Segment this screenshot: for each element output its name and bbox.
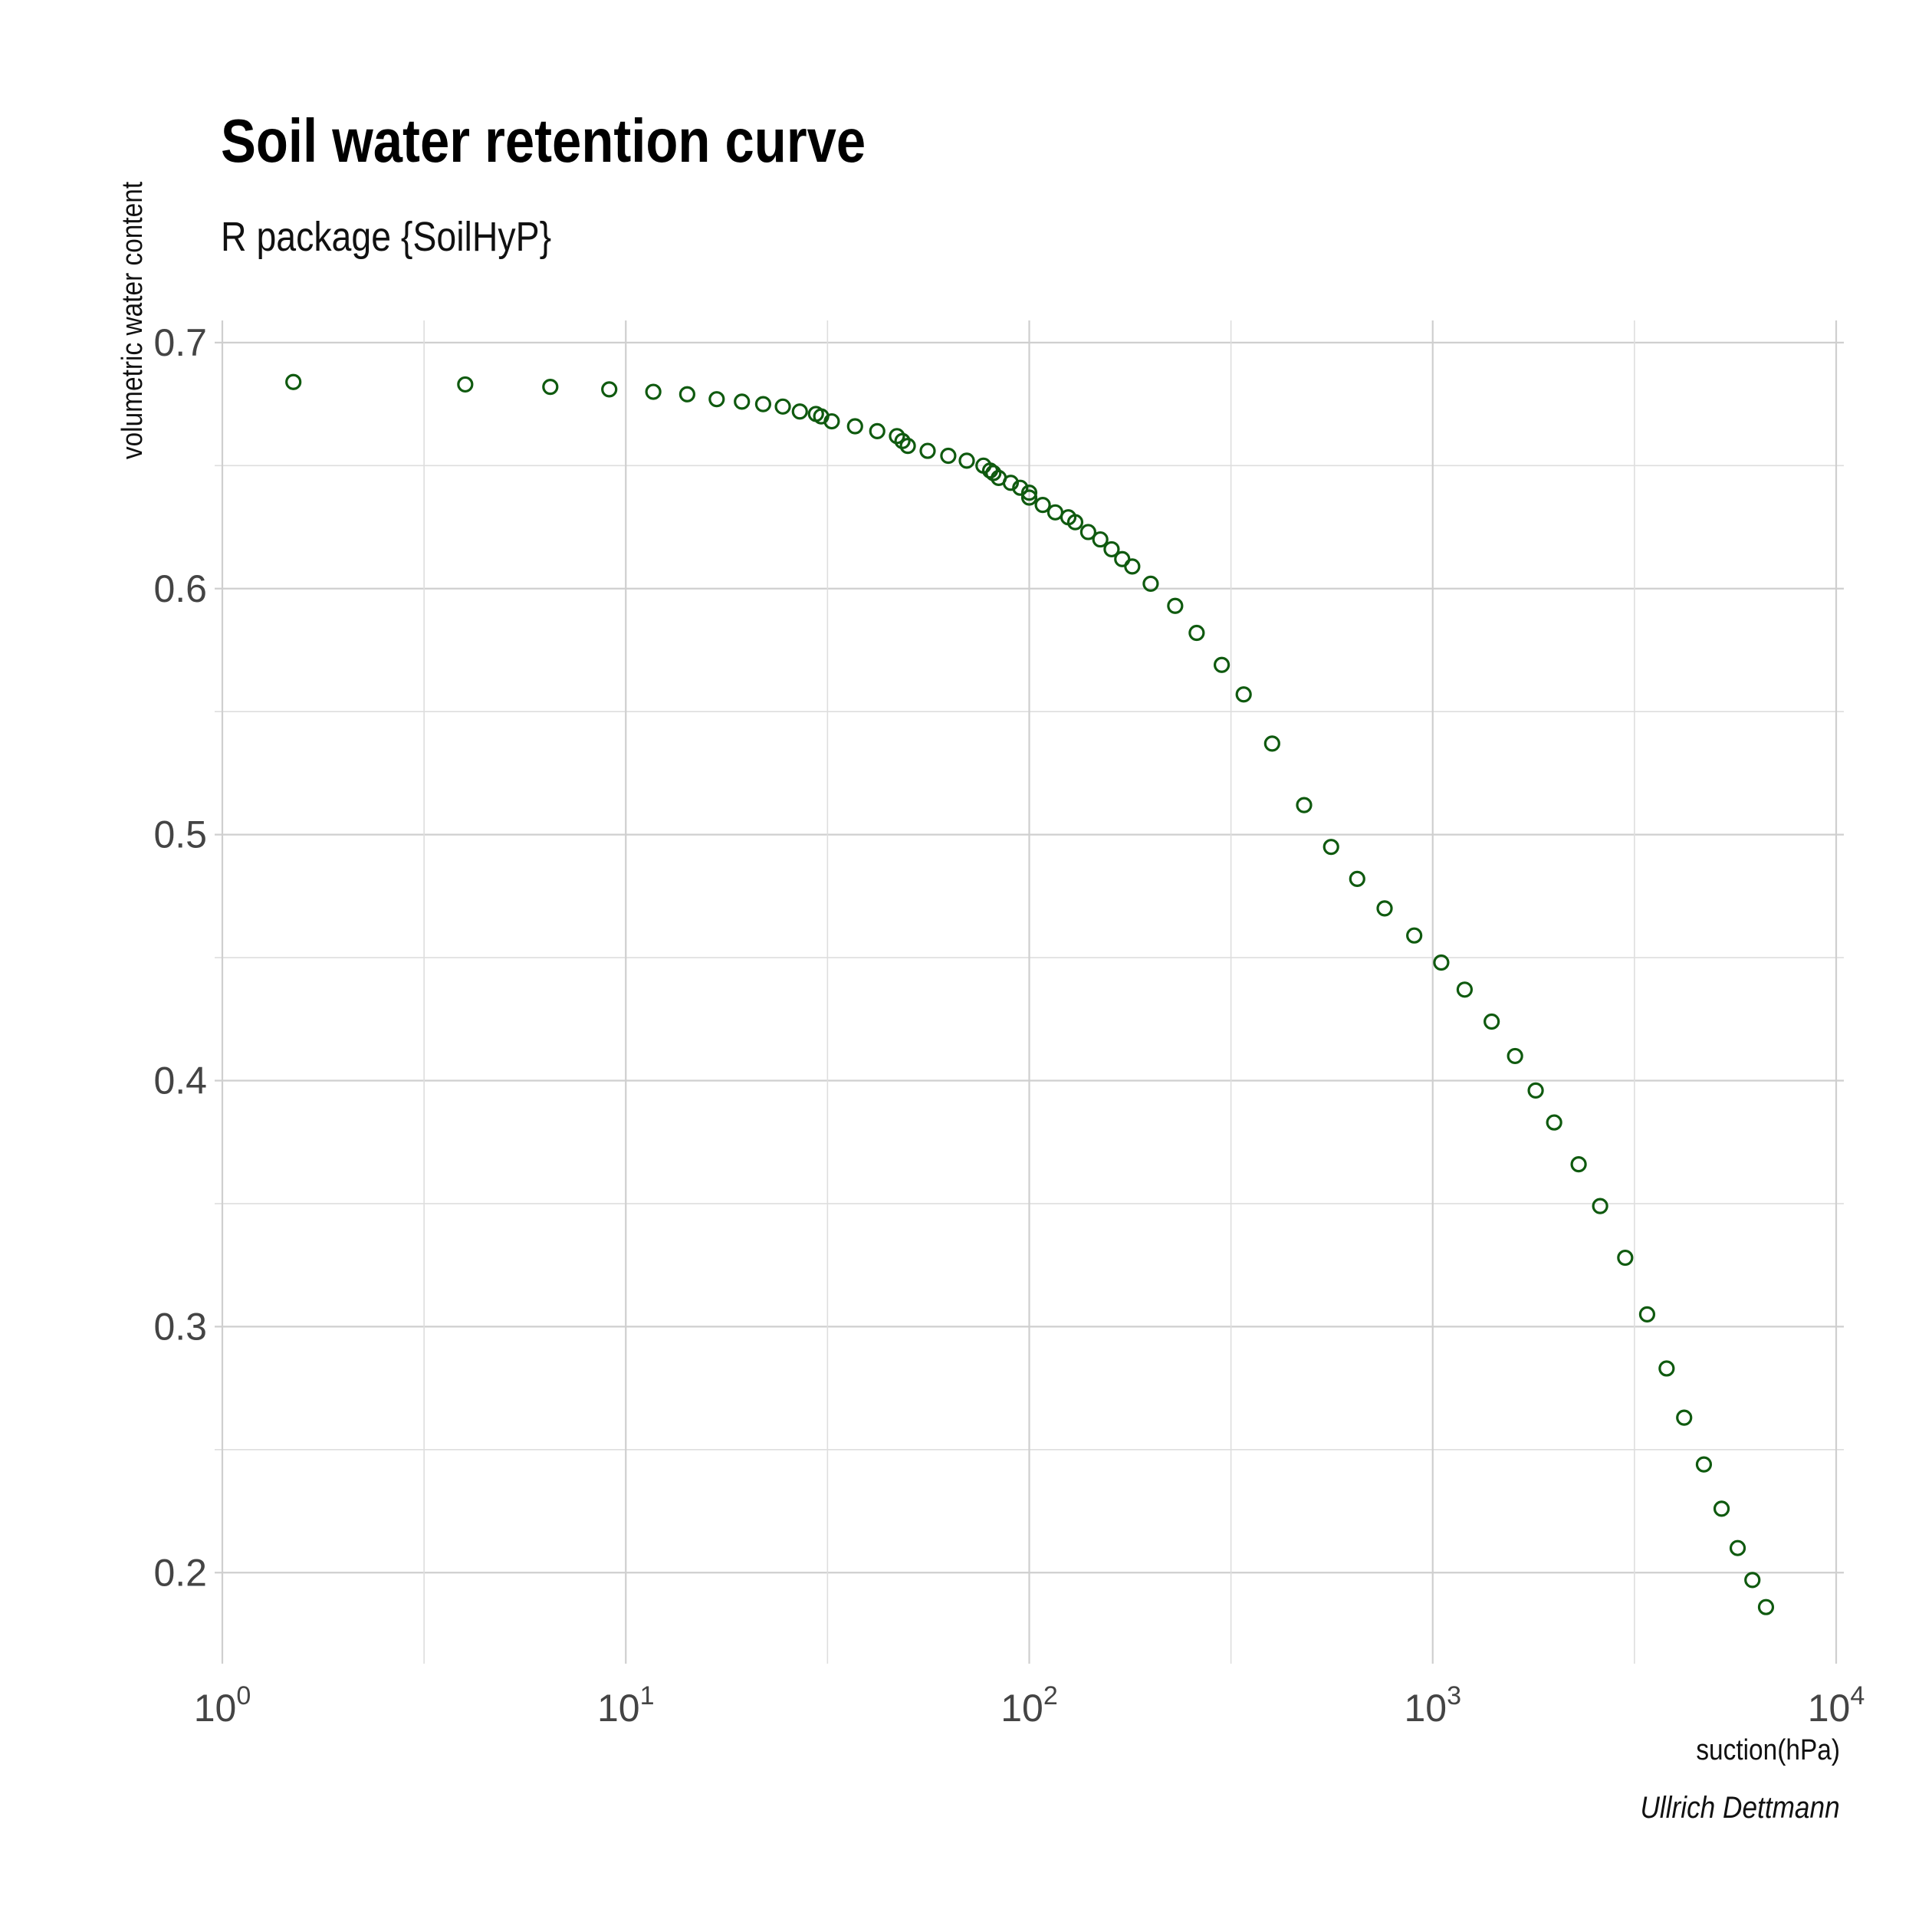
y-axis-tick-labels: 0.2 0.3 0.4 0.5 0.6 0.7 — [153, 321, 207, 1594]
data-point — [1757, 1598, 1775, 1615]
x-tick-label: 104 — [1808, 1681, 1865, 1730]
data-point — [601, 381, 618, 398]
data-point — [919, 442, 936, 459]
data-point — [1456, 981, 1474, 998]
data-point — [1012, 479, 1029, 496]
data-point — [457, 376, 474, 393]
y-tick-label: 0.6 — [153, 567, 207, 610]
data-point — [1079, 524, 1097, 540]
y-tick-label: 0.4 — [153, 1060, 207, 1102]
y-tick-label: 0.2 — [153, 1551, 207, 1594]
data-point — [1020, 489, 1038, 506]
x-axis-title: suction(hPa) — [1696, 1733, 1840, 1766]
data-point — [1046, 504, 1064, 521]
data-point — [1676, 1409, 1693, 1426]
data-point — [1142, 575, 1159, 592]
data-point — [1167, 597, 1184, 614]
data-point — [985, 465, 1002, 481]
data-point — [1066, 514, 1084, 531]
chart-title: Soil water retention curve — [221, 107, 866, 175]
data-point — [1349, 870, 1365, 888]
data-point — [823, 412, 840, 430]
data-point — [285, 373, 302, 390]
y-tick-label: 0.7 — [153, 321, 207, 364]
data-point — [1506, 1047, 1523, 1065]
data-point — [1658, 1360, 1675, 1377]
data-point — [1235, 686, 1252, 703]
data-point — [940, 447, 957, 465]
data-point — [1322, 839, 1339, 856]
x-axis-tick-labels: 100 101 102 103 104 — [194, 1681, 1865, 1730]
data-point — [1296, 797, 1313, 813]
data-point — [1406, 927, 1423, 944]
data-points — [285, 373, 1775, 1615]
data-point — [734, 393, 751, 410]
data-point — [542, 379, 559, 396]
data-point — [958, 452, 975, 469]
x-tick-label: 103 — [1404, 1681, 1461, 1730]
data-point — [1695, 1456, 1713, 1473]
data-point — [899, 438, 916, 455]
data-point — [1638, 1306, 1656, 1322]
data-point — [1744, 1572, 1761, 1589]
data-point — [1103, 540, 1120, 558]
data-point — [1263, 735, 1280, 752]
data-point — [1617, 1249, 1634, 1267]
data-point — [774, 398, 791, 415]
data-point — [1188, 624, 1205, 642]
data-point — [1592, 1198, 1608, 1214]
data-point — [791, 403, 808, 420]
data-point — [1433, 954, 1450, 971]
data-point — [1570, 1156, 1587, 1173]
x-tick-label: 101 — [597, 1681, 655, 1730]
data-point — [1546, 1114, 1562, 1131]
data-point — [1713, 1500, 1730, 1517]
data-point — [678, 386, 695, 402]
data-point — [645, 383, 662, 400]
data-point — [1527, 1082, 1544, 1099]
data-point — [1002, 475, 1020, 491]
data-point — [1034, 497, 1051, 514]
data-point — [1092, 531, 1109, 548]
y-axis-title: volumetric water content — [116, 182, 148, 459]
data-point — [754, 396, 772, 412]
data-point — [1020, 485, 1038, 501]
data-point — [1484, 1013, 1500, 1030]
chart-caption: Ullrich Dettmann — [1640, 1791, 1840, 1825]
data-point — [1213, 656, 1230, 673]
data-point — [846, 418, 863, 435]
data-point — [1376, 900, 1393, 917]
data-point — [1124, 558, 1141, 575]
y-tick-label: 0.3 — [153, 1305, 207, 1348]
grid — [215, 320, 1844, 1664]
data-point — [869, 422, 886, 440]
x-tick-label: 100 — [194, 1681, 251, 1730]
data-point — [1729, 1539, 1746, 1556]
x-tick-label: 102 — [1001, 1681, 1058, 1730]
data-point — [708, 391, 725, 408]
chart-subtitle: R package {SoilHyP} — [221, 214, 552, 260]
y-tick-label: 0.5 — [153, 813, 207, 856]
